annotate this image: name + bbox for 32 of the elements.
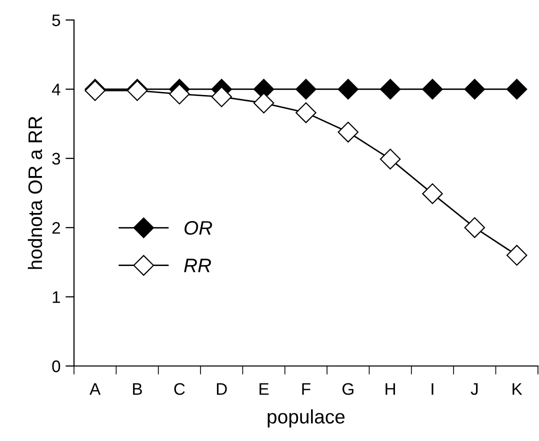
point (422, 78, 443, 100)
point (380, 78, 401, 100)
point (253, 92, 274, 114)
x-tick-label: J (470, 383, 478, 395)
point (296, 102, 316, 124)
point (211, 86, 232, 108)
x-tick-label: A (90, 383, 101, 395)
point (506, 78, 528, 100)
point (296, 78, 316, 100)
x-tick-label: F (302, 383, 310, 395)
x-tick-label: K (512, 383, 522, 395)
y-tick-label: 5 (52, 14, 60, 26)
x-tick-label: E (260, 383, 269, 395)
x-tick-label: G (342, 383, 354, 395)
point (169, 84, 190, 104)
legend-label: OR (184, 221, 212, 235)
x-tick-label: D (216, 383, 227, 395)
x-tick-label: H (386, 383, 395, 395)
x-tick-label: I (432, 383, 434, 395)
x-tick-label: C (174, 383, 185, 395)
y-tick-label: 0 (52, 360, 60, 372)
point (422, 183, 443, 204)
x-tick-label: B (133, 383, 142, 395)
legend-label: RR (184, 258, 211, 272)
y-axis-title: hodnota OR a RR (28, 116, 42, 269)
x-axis-title: populace (268, 409, 345, 428)
y-tick-label: 3 (52, 152, 60, 165)
y-tick-label: 2 (52, 222, 60, 234)
y-tick-label: 1 (52, 291, 60, 303)
point (338, 78, 359, 100)
y-tick-label: 4 (52, 84, 60, 96)
point (464, 78, 486, 100)
